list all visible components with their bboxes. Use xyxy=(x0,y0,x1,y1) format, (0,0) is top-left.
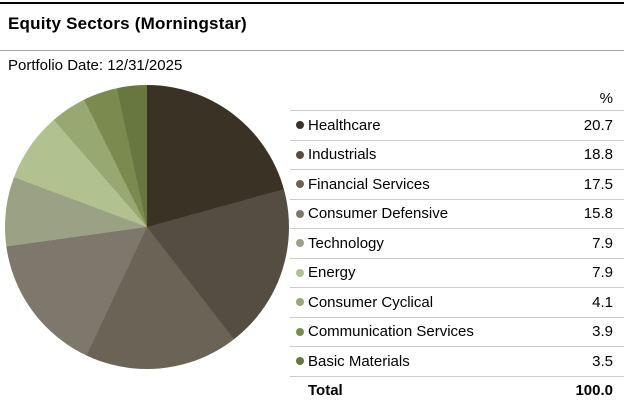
legend-label: Technology xyxy=(308,234,384,252)
legend-value: 18.8 xyxy=(583,146,613,164)
legend-bullet-icon xyxy=(296,327,304,336)
legend-bullet-icon xyxy=(296,150,304,159)
legend-label: Healthcare xyxy=(308,116,381,134)
legend-value: 7.9 xyxy=(592,234,613,252)
legend-rows: Healthcare 20.7 Industrials 18.8 Financi… xyxy=(290,110,624,376)
portfolio-date: Portfolio Date: 12/31/2025 xyxy=(8,57,183,74)
legend-value: 17.5 xyxy=(583,175,613,193)
legend-value: 4.1 xyxy=(592,293,613,311)
legend-bullet-icon xyxy=(296,180,304,189)
legend-bullet-icon xyxy=(296,209,304,218)
legend-value: 7.9 xyxy=(592,264,613,282)
legend-value: 3.5 xyxy=(592,352,613,370)
legend-row: Communication Services 3.9 xyxy=(290,316,624,347)
legend-label: Communication Services xyxy=(308,323,474,341)
legend-bullet-icon xyxy=(296,298,304,307)
legend-label: Financial Services xyxy=(308,175,430,193)
legend-row: Technology 7.9 xyxy=(290,228,624,258)
legend-row: Energy 7.9 xyxy=(290,257,624,288)
title-divider xyxy=(0,50,624,51)
legend-bullet-icon xyxy=(296,121,304,130)
total-label: Total xyxy=(308,382,343,400)
legend-row: Financial Services 17.5 xyxy=(290,169,624,199)
legend-label: Basic Materials xyxy=(308,352,410,370)
legend-label: Consumer Cyclical xyxy=(308,293,434,311)
legend-label: Energy xyxy=(308,264,356,282)
legend-percent-header: % xyxy=(599,90,613,107)
legend-value: 3.9 xyxy=(592,323,613,341)
legend-row: Consumer Defensive 15.8 xyxy=(290,198,624,229)
page-title: Equity Sectors (Morningstar) xyxy=(8,14,247,33)
legend-bullet-icon xyxy=(296,357,304,366)
legend-bullet-icon xyxy=(296,239,304,248)
legend-value: 20.7 xyxy=(583,116,613,134)
total-row: Total 100.0 xyxy=(290,375,624,406)
pie-chart xyxy=(5,85,289,369)
legend-value: 15.8 xyxy=(583,205,613,223)
legend-row: Basic Materials 3.5 xyxy=(290,346,624,376)
legend-row: Healthcare 20.7 xyxy=(290,110,624,140)
sector-legend: % Healthcare 20.7 Industrials 18.8 Finan… xyxy=(290,84,624,405)
legend-bullet-icon xyxy=(296,268,304,277)
top-rule xyxy=(0,2,624,4)
total-value: 100.0 xyxy=(575,382,613,400)
legend-row: Industrials 18.8 xyxy=(290,139,624,170)
legend-label: Consumer Defensive xyxy=(308,205,449,223)
legend-row: Consumer Cyclical 4.1 xyxy=(290,287,624,317)
legend-label: Industrials xyxy=(308,146,377,164)
